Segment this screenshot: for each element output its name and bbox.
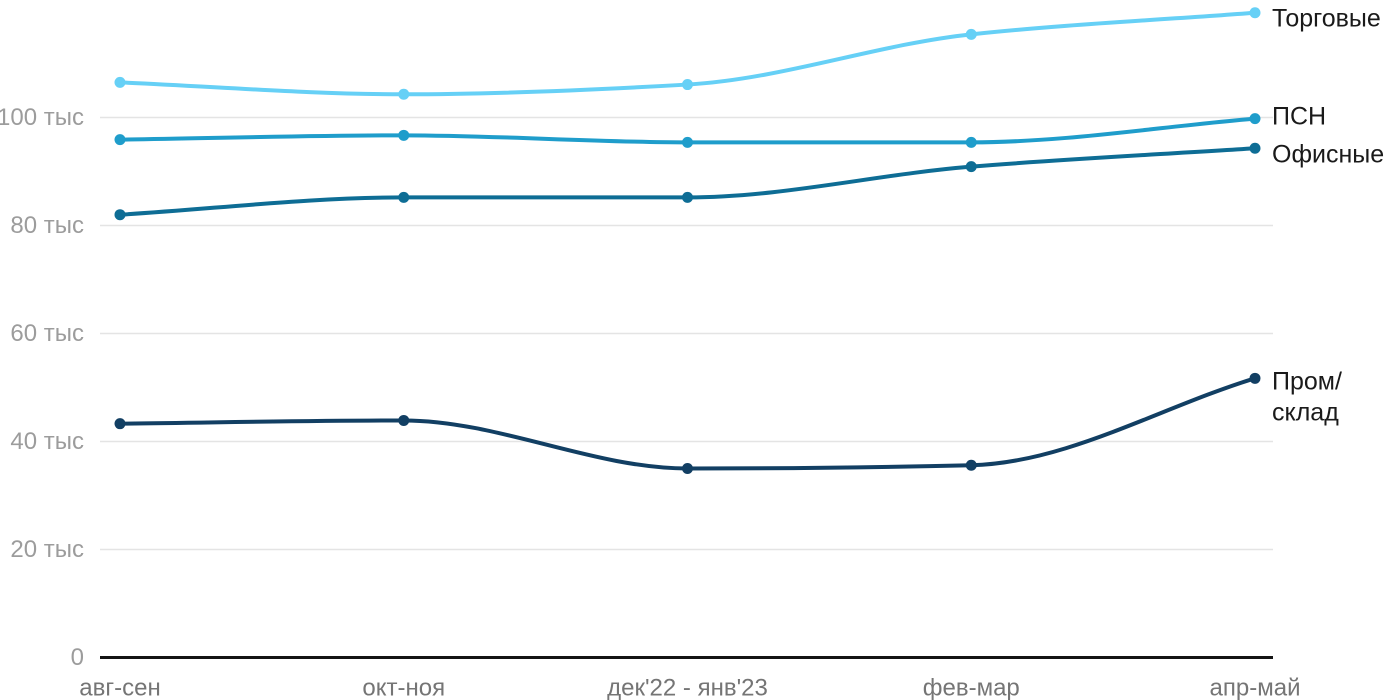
data-point-torgovye [114,76,126,88]
x-tick-label: авг-сен [79,675,160,700]
data-point-torgovye [398,88,410,100]
data-point-ofisnye [1249,142,1261,154]
x-tick-label: дек'22 - янв'23 [607,675,768,700]
data-point-psn [965,136,977,148]
y-tick-label: 0 [71,644,84,671]
data-point-prom-sklad [1249,372,1261,384]
y-tick-label: 40 тыс [10,428,84,455]
data-point-torgovye [965,28,977,40]
series-label-psn: ПСН [1272,103,1326,131]
series-label-torgovye: Торговые [1272,5,1381,33]
y-tick-label: 100 тыс [0,104,84,131]
y-tick-label: 20 тыс [10,536,84,563]
data-point-ofisnye [114,209,126,221]
data-point-torgovye [1249,7,1261,19]
x-tick-label: апр-май [1210,675,1301,700]
y-tick-label: 60 тыс [10,320,84,347]
data-point-ofisnye [965,161,977,173]
series-label-prom-sklad: Пром/ [1272,367,1342,395]
data-point-prom-sklad [682,463,693,474]
data-point-ofisnye [398,191,410,203]
series-line-ofisnye [118,146,1257,217]
series-label-prom-sklad: склад [1272,398,1339,426]
series-line-prom-sklad [118,376,1257,471]
x-tick-label: фев-мар [923,675,1020,700]
data-point-prom-sklad [398,414,410,426]
y-tick-label: 80 тыс [10,212,84,239]
data-point-psn [114,134,126,146]
data-point-psn [398,129,410,141]
data-point-torgovye [682,79,693,91]
data-point-psn [682,136,693,148]
series-label-ofisnye: Офисные [1272,140,1384,168]
x-tick-label: окт-ноя [362,675,445,700]
data-point-prom-sklad [965,459,977,471]
data-point-prom-sklad [114,418,126,430]
data-point-psn [1249,113,1261,125]
data-point-ofisnye [682,191,693,203]
